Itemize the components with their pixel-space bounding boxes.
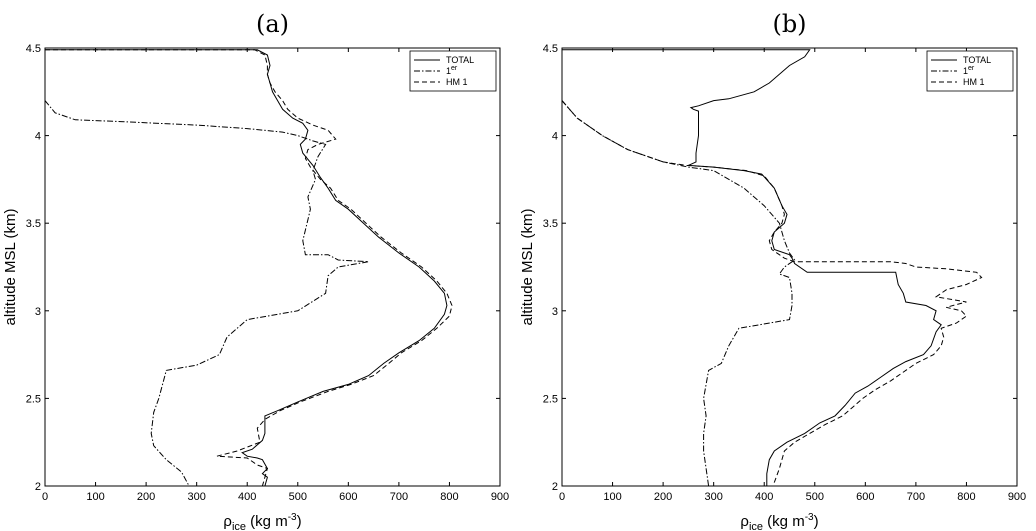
series-line-1 [562,100,796,486]
legend-entry: 1er [446,65,458,76]
x-tick-label: 600 [856,491,874,503]
x-tick-label: 900 [491,491,509,503]
chart-title: (b) [772,10,806,38]
y-tick-label: 3 [35,306,41,318]
x-tick-label: 300 [704,491,722,503]
x-tick-label: 700 [390,491,408,503]
chart-panel-a: 0 100 200 300 400 500 600 700 800 900 2 2.5 3 3.5 4 4.5… [2,10,509,531]
series-line-total [45,49,448,486]
x-tick-label: 600 [339,491,357,503]
legend-entry: HM 1 [446,77,468,87]
x-axis-label: ρice (kg m-3) [223,512,301,531]
x-tick-label: 800 [957,491,975,503]
x-axis-label: ρice (kg m-3) [740,512,818,531]
series-line-hm-1 [45,49,453,486]
legend-entry: 1er [963,65,975,76]
legend-box [926,50,1014,92]
series-line-hm-1 [562,100,983,486]
y-tick-label: 2 [552,481,558,493]
x-tick-label: 700 [907,491,925,503]
legend-box [409,50,497,92]
y-tick-label: 4 [35,131,41,143]
x-tick-label: 500 [806,491,824,503]
y-tick-label: 3.5 [543,218,558,230]
y-tick-label: 4 [552,131,558,143]
x-tick-label: 400 [755,491,773,503]
legend-entry: HM 1 [963,77,985,87]
x-tick-label: 200 [654,491,672,503]
legend-entry: TOTAL [446,55,474,65]
x-tick-label: 400 [238,491,256,503]
series-line-1 [45,100,369,486]
y-tick-label: 3.5 [26,218,41,230]
x-tick-label: 300 [187,491,205,503]
x-tick-label: 0 [559,491,565,503]
chart-panel-b: 0 100 200 300 400 500 600 700 800 900 2 2.5 3 3.5 4 4.5… [519,10,1026,531]
y-axis-label: altitude MSL (km) [2,209,19,326]
x-tick-label: 800 [440,491,458,503]
x-tick-label: 100 [603,491,621,503]
x-tick-label: 0 [42,491,48,503]
y-tick-label: 3 [552,306,558,318]
x-tick-label: 100 [86,491,104,503]
x-tick-label: 500 [289,491,307,503]
legend-entry: TOTAL [963,55,991,65]
y-tick-label: 2.5 [543,393,558,405]
y-tick-label: 4.5 [543,43,558,55]
plot-frame [44,47,501,487]
y-tick-label: 4.5 [26,43,41,55]
plot-frame [561,47,1018,487]
x-tick-label: 900 [1008,491,1026,503]
x-tick-label: 200 [137,491,155,503]
series-line-total [562,49,942,486]
y-tick-label: 2.5 [26,393,41,405]
chart-title: (a) [256,10,289,38]
y-axis-label: altitude MSL (km) [519,209,536,326]
y-tick-label: 2 [35,481,41,493]
